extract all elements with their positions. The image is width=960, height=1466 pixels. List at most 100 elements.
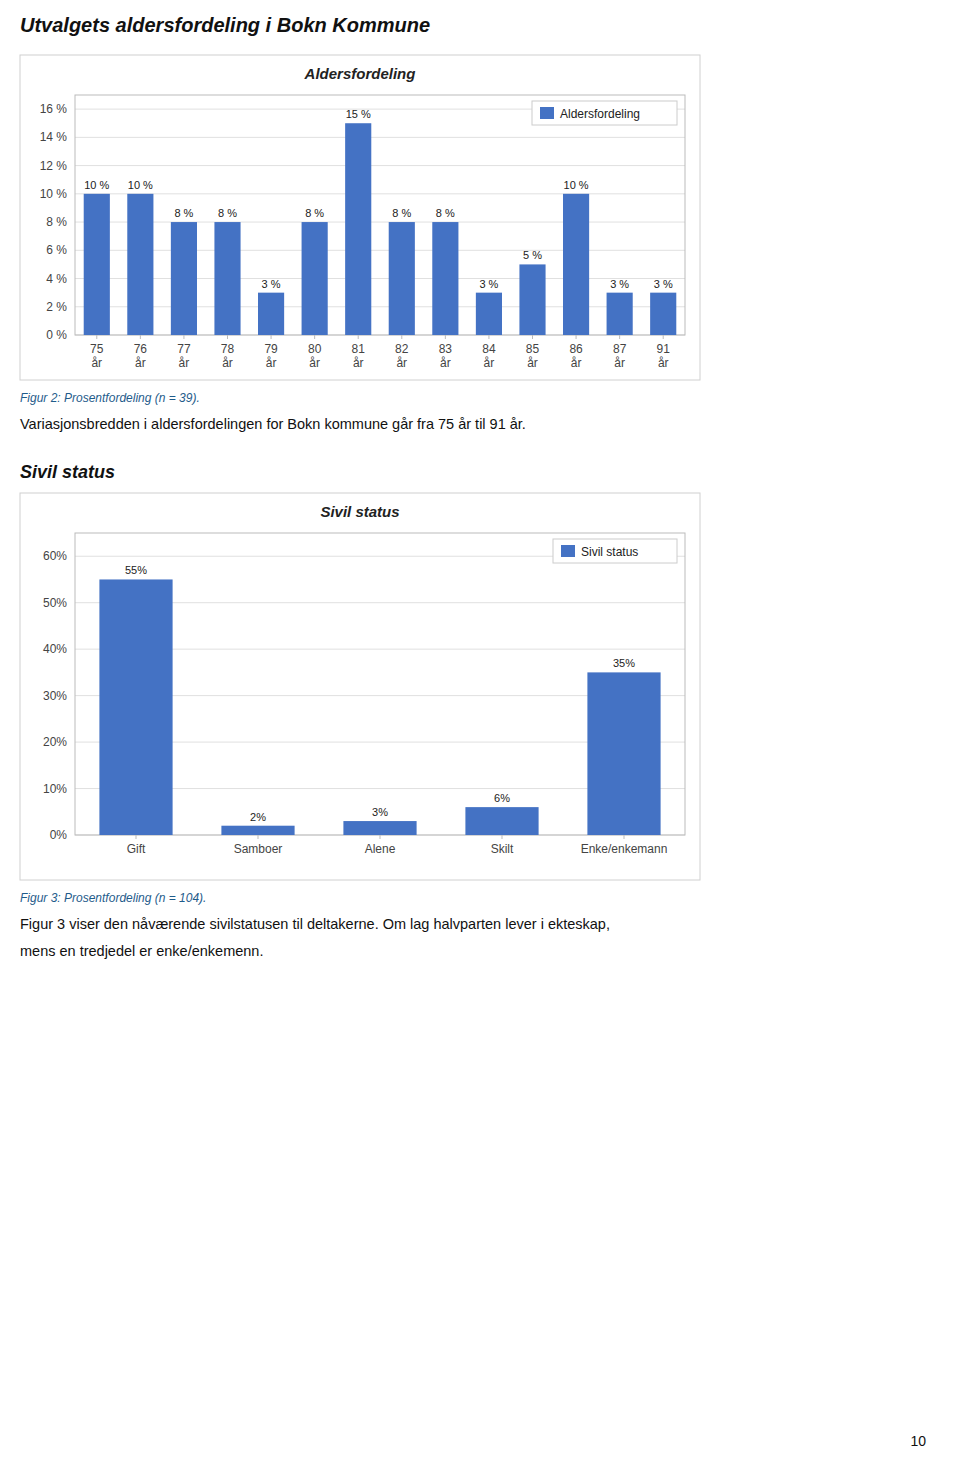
data-label: 3 % <box>610 278 629 290</box>
data-label: 3% <box>372 806 388 818</box>
y-tick-label: 2 % <box>46 300 67 314</box>
bar <box>389 222 415 335</box>
x-tick-label-line: Skilt <box>491 842 514 856</box>
caption: Figur 3: Prosentfordeling (n = 104). <box>20 891 206 905</box>
x-tick <box>445 335 446 339</box>
x-tick <box>96 335 97 339</box>
x-tick-label: Gift <box>127 842 146 856</box>
x-tick-label-line: år <box>266 356 277 370</box>
plot-frame <box>75 533 685 835</box>
legend: Aldersfordeling <box>532 101 677 125</box>
x-tick-label-line: 82 <box>395 342 409 356</box>
section-title: Sivil status <box>20 462 115 482</box>
x-tick <box>576 335 577 339</box>
x-tick <box>258 835 259 839</box>
page-title: Utvalgets aldersfordeling i Bokn Kommune <box>20 14 430 36</box>
x-tick-label: Samboer <box>234 842 283 856</box>
x-tick <box>624 835 625 839</box>
x-tick-label-line: Gift <box>127 842 146 856</box>
y-tick-label: 6 % <box>46 243 67 257</box>
data-label: 3 % <box>479 278 498 290</box>
x-tick-label: 77år <box>177 342 191 370</box>
bar <box>563 194 589 335</box>
page: Utvalgets aldersfordeling i Bokn Kommune… <box>0 0 960 1466</box>
x-tick-label-line: år <box>179 356 190 370</box>
data-label: 8 % <box>174 207 193 219</box>
legend-label: Aldersfordeling <box>560 107 640 121</box>
x-tick <box>502 835 503 839</box>
x-tick-label-line: 86 <box>569 342 583 356</box>
x-tick-label-line: år <box>440 356 451 370</box>
x-tick-label-line: 83 <box>439 342 453 356</box>
x-tick-label-line: år <box>309 356 320 370</box>
x-tick-label-line: Samboer <box>234 842 283 856</box>
y-tick-label: 10% <box>43 782 67 796</box>
x-tick-label: 87år <box>613 342 627 370</box>
chart: Aldersfordeling0 %2 %4 %6 %8 %10 %12 %14… <box>20 55 700 432</box>
y-tick-label: 60% <box>43 549 67 563</box>
bar <box>587 672 660 835</box>
data-label: 8 % <box>392 207 411 219</box>
chart-box <box>20 493 700 880</box>
x-tick <box>663 335 664 339</box>
data-label: 8 % <box>436 207 455 219</box>
x-tick <box>314 335 315 339</box>
chart-box <box>20 55 700 380</box>
bar <box>607 293 633 335</box>
y-tick-label: 30% <box>43 689 67 703</box>
x-tick-label: 81år <box>352 342 366 370</box>
bar <box>258 293 284 335</box>
x-tick-label-line: 84 <box>482 342 496 356</box>
x-tick-label-line: år <box>135 356 146 370</box>
bars <box>84 123 677 335</box>
x-tick-label: 82år <box>395 342 409 370</box>
x-tick <box>619 335 620 339</box>
x-tick-label-line: år <box>222 356 233 370</box>
x-tick-label-line: 85 <box>526 342 540 356</box>
x-tick-label-line: år <box>396 356 407 370</box>
x-tick-label-line: 78 <box>221 342 235 356</box>
chart: Sivil statusSivil status0%10%20%30%40%50… <box>20 462 700 959</box>
body-text: Figur 3 viser den nåværende sivilstatuse… <box>20 916 610 932</box>
x-tick-label-line: år <box>484 356 495 370</box>
x-tick <box>358 335 359 339</box>
data-label: 55% <box>125 564 147 576</box>
y-tick-label: 20% <box>43 735 67 749</box>
y-tick-label: 40% <box>43 642 67 656</box>
x-tick-label-line: 91 <box>657 342 671 356</box>
x-tick-label-line: 77 <box>177 342 191 356</box>
bar <box>214 222 240 335</box>
legend-swatch <box>561 545 575 557</box>
x-tick-label-line: 80 <box>308 342 322 356</box>
x-tick <box>183 335 184 339</box>
data-label: 35% <box>613 657 635 669</box>
data-label: 3 % <box>262 278 281 290</box>
page-number: 10 <box>910 1433 926 1449</box>
x-tick-label: Enke/enkemann <box>581 842 668 856</box>
grid-line <box>75 250 685 251</box>
x-tick-label-line: år <box>571 356 582 370</box>
grid-line <box>75 165 685 166</box>
x-tick-label-line: Alene <box>365 842 396 856</box>
plot-frame <box>75 95 685 335</box>
bars <box>99 579 660 835</box>
x-tick-label: 75år <box>90 342 104 370</box>
x-tick-label-line: år <box>353 356 364 370</box>
grid-line <box>75 306 685 307</box>
legend: Sivil status <box>553 539 677 563</box>
x-tick-label: Alene <box>365 842 396 856</box>
x-tick-label-line: 81 <box>352 342 366 356</box>
y-tick-label: 0% <box>50 828 68 842</box>
x-tick-label: 78år <box>221 342 235 370</box>
x-tick-label: 80år <box>308 342 322 370</box>
x-tick <box>140 335 141 339</box>
data-label: 10 % <box>128 179 153 191</box>
y-tick-label: 12 % <box>40 159 68 173</box>
body-text: Variasjonsbredden i aldersfordelingen fo… <box>20 416 526 432</box>
chart-title: Sivil status <box>320 503 399 520</box>
x-tick <box>136 835 137 839</box>
bar <box>127 194 153 335</box>
x-tick <box>488 335 489 339</box>
data-label: 8 % <box>218 207 237 219</box>
y-tick-label: 16 % <box>40 102 68 116</box>
